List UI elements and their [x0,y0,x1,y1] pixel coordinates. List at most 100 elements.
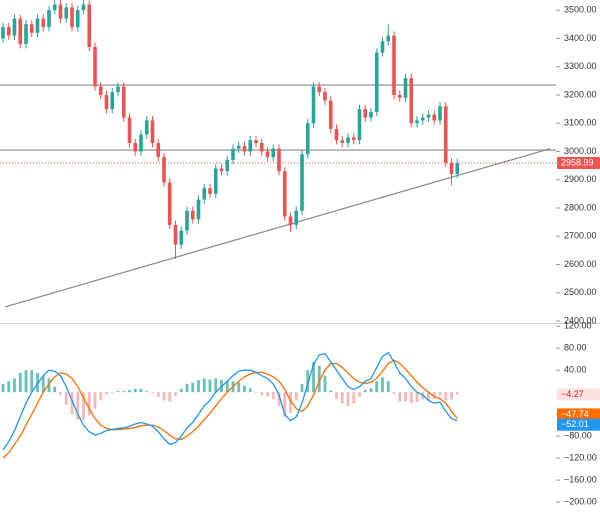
histogram-bar [47,378,51,393]
histogram-bar [99,392,103,401]
candle-body [179,230,184,245]
candle-body [133,142,138,152]
histogram-bar [116,391,120,393]
price-tag [557,388,600,401]
candle-body [328,100,333,129]
candle-body [127,117,132,143]
candle-body [144,120,149,135]
y-tick-label: 2500.00 [564,287,597,297]
y-tick-label: 3200.00 [564,89,597,99]
candle-body [41,18,46,28]
histogram-bar [375,381,379,393]
candle-body [386,35,391,42]
candle-body [75,10,80,28]
histogram-bar [36,372,39,393]
trend-line [4,148,551,308]
candle-body [81,4,86,11]
price-tag [557,418,600,431]
price-tag-label: −47.74 [561,409,589,419]
histogram-bar [139,388,143,393]
histogram-bar [312,361,315,393]
histogram-bar [340,392,344,404]
candle-body [190,210,195,220]
y-tick-label: 3100.00 [564,118,597,128]
candle-body [219,168,224,172]
histogram-bar [18,372,22,393]
candle-body [12,18,17,36]
histogram-bar [363,389,367,393]
histogram-bar [168,392,172,402]
candle-body [6,27,11,36]
candle-body [196,199,201,220]
histogram-bar [381,377,384,393]
histogram-bar [450,392,453,400]
candle-body [392,35,396,95]
candle-body [254,140,258,143]
candle-body [397,94,402,98]
candle-body [305,123,310,155]
candle-body [259,142,264,152]
candle-body [277,148,281,172]
y-tick-label: −80.00 [564,431,592,441]
candle-body [24,24,28,45]
y-tick-label: 3300.00 [564,61,597,71]
histogram-bar [317,365,321,393]
histogram-bar [1,383,5,393]
candle-body [213,168,218,194]
histogram-bar [13,378,16,393]
histogram-bar [352,392,356,404]
y-tick-label: 3000.00 [564,146,597,156]
histogram-bar [64,392,68,405]
histogram-bar [162,392,166,401]
candle-body [110,92,115,110]
y-tick-label: 40.00 [564,365,587,375]
candle-body [116,86,120,93]
macd-line [2,359,458,459]
histogram-bar [335,392,338,399]
candle-body [363,109,368,118]
candle-body [231,148,235,160]
histogram-bar [185,383,189,393]
y-tick-label: 3400.00 [564,33,597,43]
candle-body [311,86,316,124]
candle-body [426,114,431,118]
histogram-bar [386,381,390,393]
candle-body [185,210,189,231]
histogram-bar [243,385,246,393]
histogram-bar [346,392,350,406]
histogram-bar [306,370,310,393]
histogram-bar [30,370,34,393]
histogram-bar [432,392,436,399]
histogram-bar [427,392,430,401]
candle-body [35,18,40,33]
histogram-bar [409,392,413,404]
price-tag [557,408,600,421]
histogram-bar [41,375,45,393]
histogram-bar [128,389,131,393]
histogram-bar [300,383,304,393]
histogram-bar [202,378,206,393]
histogram-bar [156,392,160,398]
histogram-bar [329,390,333,393]
candle-body [346,137,350,143]
histogram-bar [122,391,126,393]
y-tick-label: −160.00 [564,474,597,484]
histogram-bar [444,392,448,401]
histogram-bar [294,392,298,401]
histogram-bar [191,382,195,393]
histogram-bar [225,381,229,393]
candle-body [294,210,299,225]
candle-body [167,182,172,225]
price-tag [557,157,600,170]
histogram-bar [404,392,407,402]
histogram-bar [174,392,177,397]
candle-body [449,162,454,175]
candle-body [340,140,345,143]
candle-body [47,10,51,28]
histogram-bar [214,378,218,393]
y-tick-label: 2600.00 [564,259,597,269]
y-tick-label: −200.00 [564,496,597,506]
candle-body [87,4,92,47]
candle-body [162,157,166,183]
histogram-bar [133,388,137,393]
